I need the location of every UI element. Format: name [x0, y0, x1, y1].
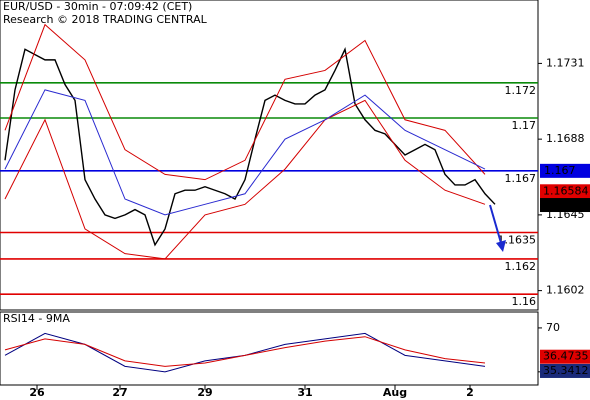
chart-subtitle: Research © 2018 TRADING CENTRAL	[3, 13, 208, 26]
price-tag	[540, 184, 590, 199]
price-line	[4, 47, 496, 247]
level-label: 1.16	[512, 295, 537, 308]
arrow-head	[496, 240, 506, 252]
y-tick-label: 1.1602	[546, 284, 585, 297]
level-label: 1.167	[505, 172, 537, 185]
level-label: 1.162	[505, 260, 537, 273]
price-tag-label: 1.16506	[543, 198, 589, 211]
rsi-panel	[0, 311, 539, 386]
level-label: 1.1635	[498, 234, 537, 247]
arrow	[489, 204, 502, 244]
y-tick-label: 1.1731	[546, 56, 585, 69]
x-tick-label: 31	[297, 386, 312, 399]
x-tick-label: Aug	[383, 386, 407, 399]
rsi-tag	[540, 349, 590, 364]
level-tag	[540, 163, 590, 178]
price-tag	[540, 198, 590, 213]
x-tick-label: 2	[466, 386, 474, 399]
rsi-tag	[540, 363, 590, 378]
level-label: 1.172	[505, 84, 537, 97]
y-tick-label: 1.1688	[546, 132, 585, 145]
level-label: 1.17	[512, 119, 537, 132]
rsi-tag-label: 35.3412	[543, 364, 589, 377]
rsi-tick-label: 70	[546, 321, 560, 334]
rsi-title: RSI14 - 9MA	[3, 312, 70, 325]
chart-title: EUR/USD - 30min - 07:09:42 (CET)	[3, 0, 192, 13]
indicator-line	[4, 89, 486, 216]
rsi-tag-label: 36.4735	[543, 350, 589, 363]
x-tick-label: 29	[197, 386, 212, 399]
x-tick-label: 27	[112, 386, 127, 399]
price-tag-label: 1.16584	[543, 184, 589, 197]
rsi-line	[4, 336, 486, 367]
price-panel	[0, 0, 539, 311]
indicator-line	[4, 99, 486, 260]
indicator-line	[4, 23, 486, 181]
rsi-line	[4, 332, 486, 373]
level-tag-label: 1.167	[544, 164, 576, 177]
x-tick-label: 26	[29, 386, 45, 399]
